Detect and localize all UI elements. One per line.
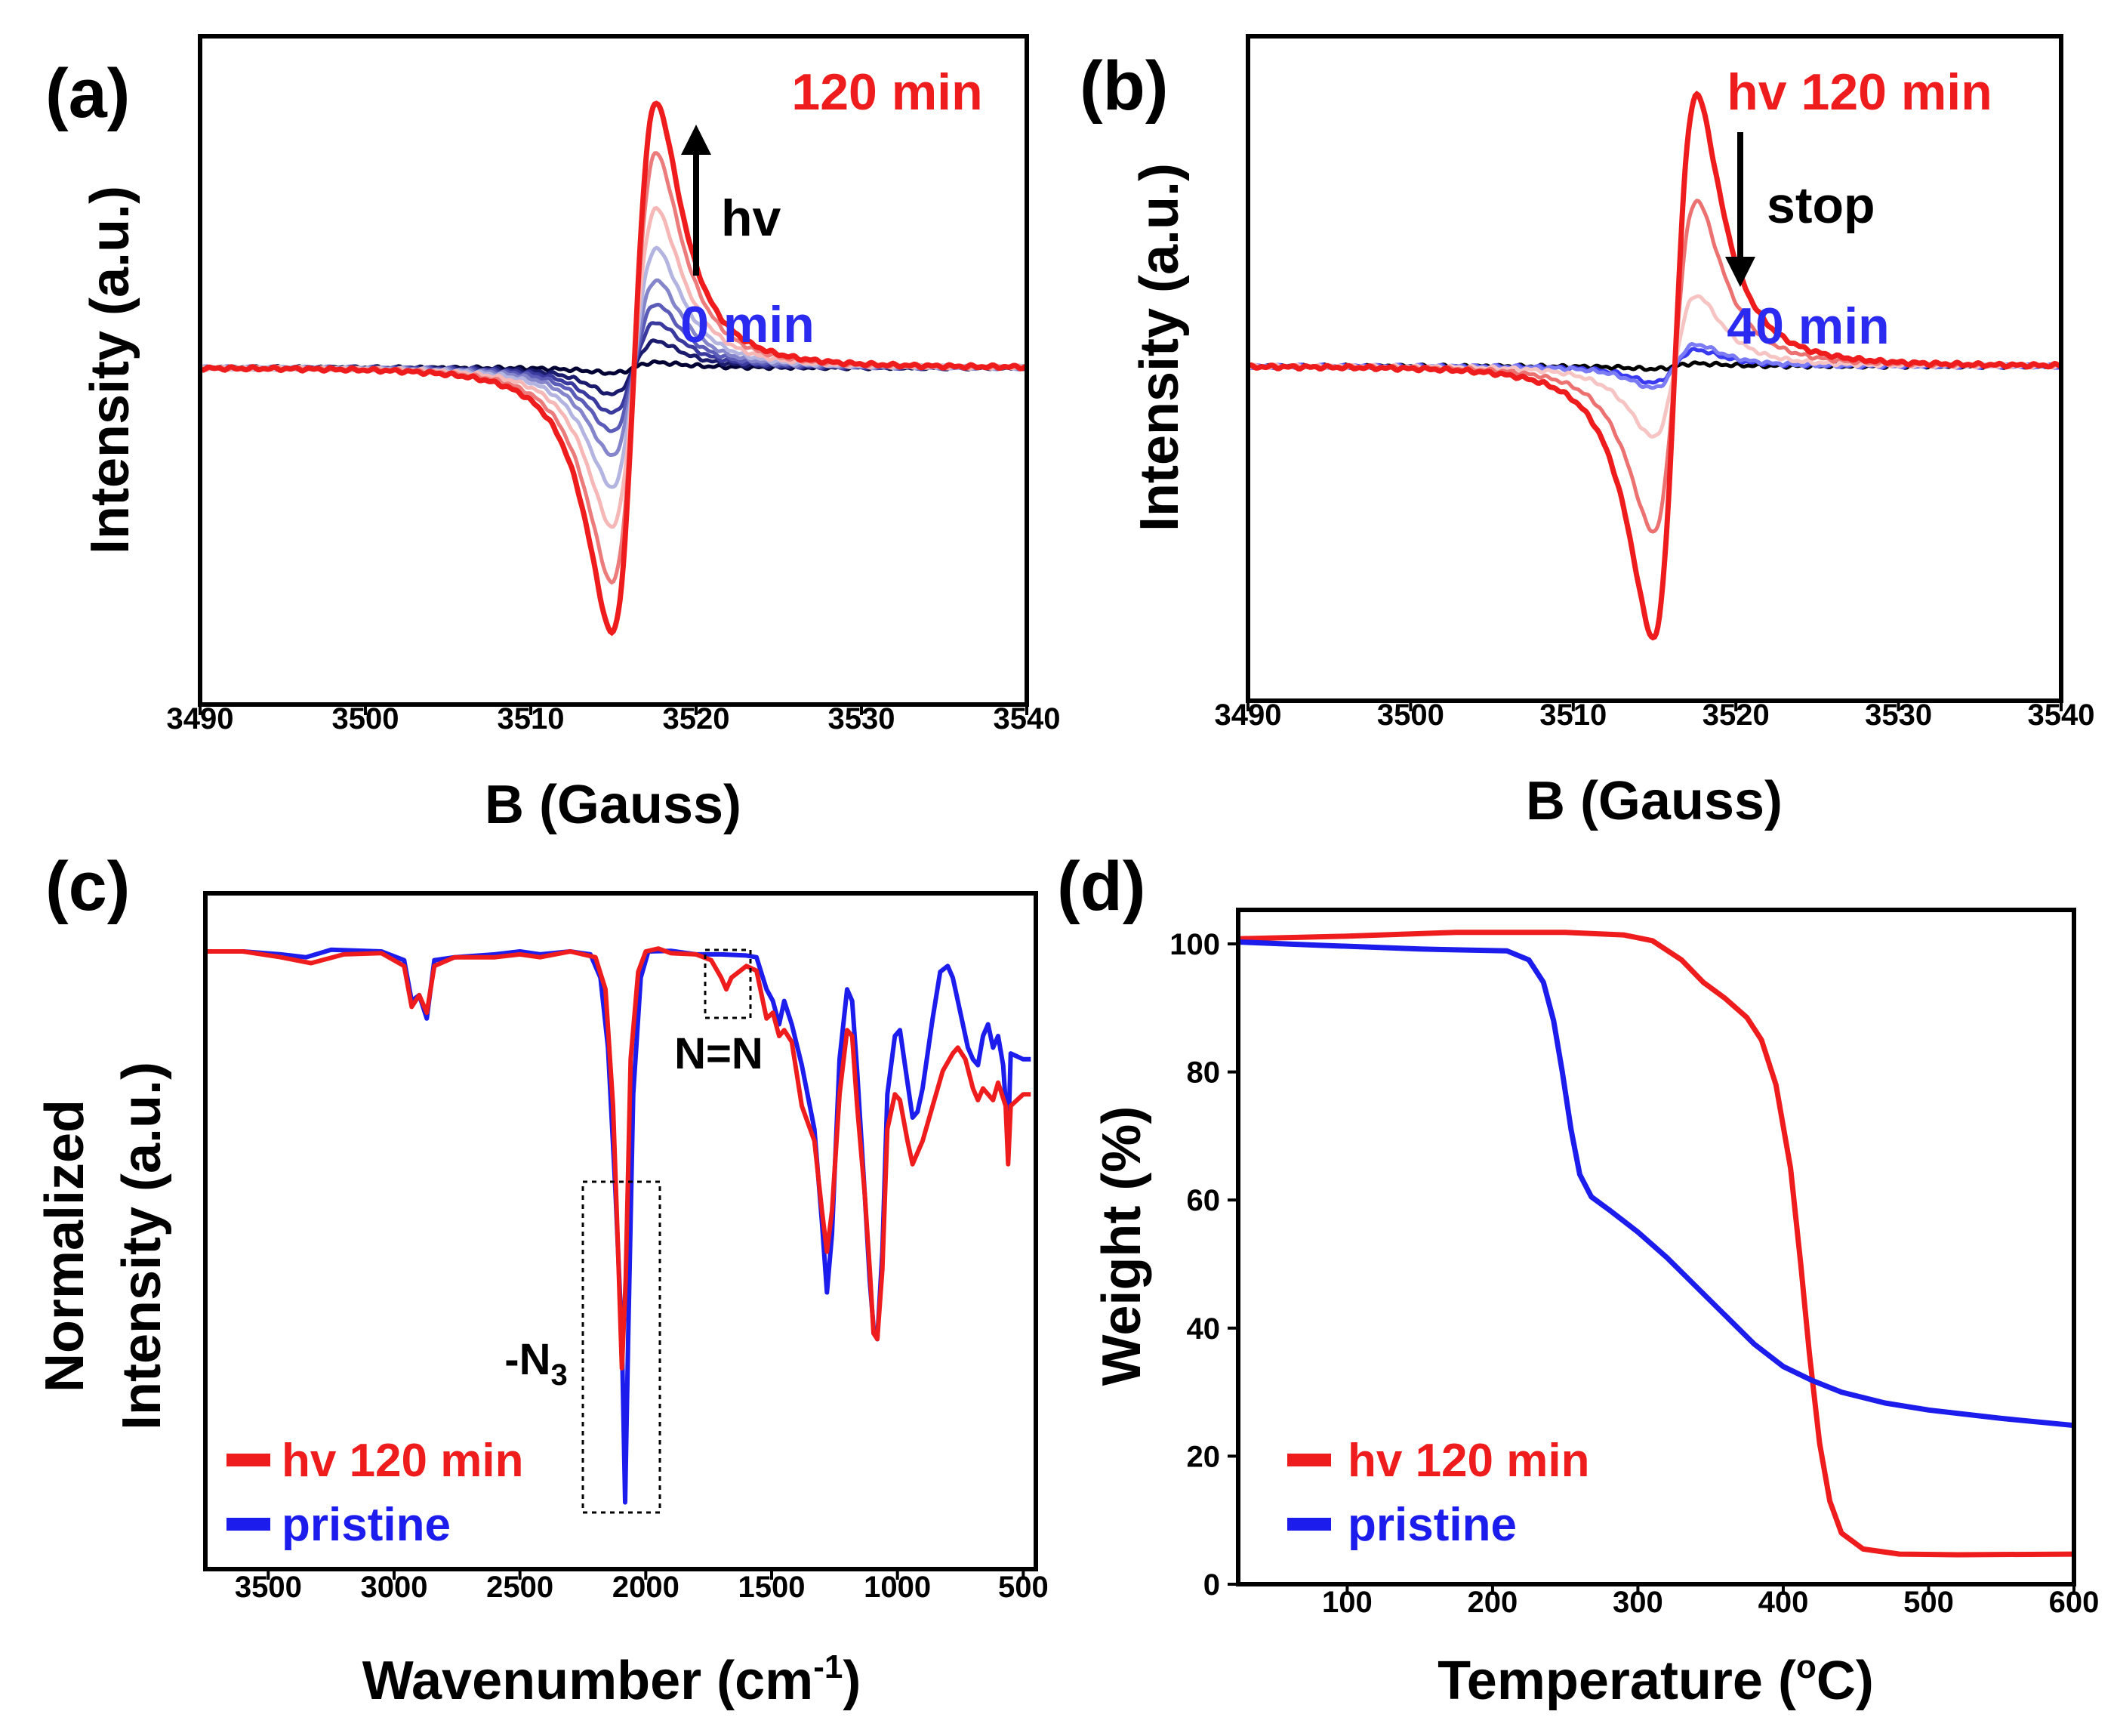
panel-d-xtick-label-5: 600 — [2049, 1586, 2100, 1619]
panel-b-letter: (b) — [1080, 48, 1168, 125]
panel-d-x-title-tail: C) — [1817, 1651, 1874, 1711]
panel-a-xtick-label-5: 3540 — [994, 702, 1061, 735]
panel-a-xtick-label-1: 3500 — [332, 702, 399, 735]
panel-c-xtick-label-4: 1500 — [738, 1571, 806, 1604]
panel-b-xtick-label-4: 3530 — [1865, 698, 1932, 732]
panel-d-legend-hv: hv 120 min — [1348, 1435, 1589, 1487]
panel-c-series-0 — [205, 946, 1031, 1371]
panel-a-xtick-label-0: 3490 — [167, 702, 234, 735]
panel-b-xtick-label-0: 3490 — [1215, 698, 1282, 732]
panel-b-xtick-label-2: 3510 — [1539, 698, 1607, 732]
panel-d-x-ticks: 100 200 300 400 500 600 — [1322, 1584, 2099, 1619]
panel-a-x-title: B (Gauss) — [485, 775, 741, 835]
panel-b-label-40min: 40 min — [1727, 298, 1889, 355]
panel-c-series-1 — [205, 947, 1031, 1505]
panel-c-azo-box — [704, 948, 752, 1019]
panel-b-xtick-label-3: 3520 — [1703, 698, 1770, 732]
panel-d-legend-swatch-hv — [1287, 1454, 1331, 1466]
panel-c-letter: (c) — [45, 848, 130, 925]
panel-c-legend-hv: hv 120 min — [282, 1435, 523, 1487]
panel-d-legend-pristine: pristine — [1348, 1499, 1517, 1551]
panel-c-xtick-label-1: 3000 — [361, 1571, 428, 1604]
panel-c-y-title-line2: Intensity (a.u.) — [112, 1062, 172, 1430]
panel-a-letter: (a) — [45, 55, 130, 132]
panel-a-curves — [199, 100, 1028, 637]
panel-b-label-hv120: hv 120 min — [1727, 63, 1992, 121]
panel-c-xtick-label-6: 500 — [998, 1571, 1049, 1604]
panel-a-xtick-label-4: 3530 — [828, 702, 895, 735]
panel-c-curves — [205, 946, 1031, 1505]
panel-d-ytick-label-4: 80 — [1187, 1056, 1221, 1090]
panel-c-frame — [203, 891, 1038, 1571]
panel-c-ftir: (c) 3500 3000 2500 2000 1500 1000 500 Wavenumb… — [35, 848, 1049, 1711]
panel-a-xtick-label-3: 3520 — [663, 702, 730, 735]
panel-c-x-ticks: 3500 3000 2500 2000 1500 1000 500 — [235, 1569, 1049, 1604]
panel-d-x-title-main: Temperature ( — [1438, 1651, 1796, 1711]
panel-d-y-ticks: 0 20 40 60 80 100 — [1169, 928, 1238, 1602]
panel-c-legend-pristine: pristine — [282, 1499, 451, 1551]
panel-a-epr-irradiation: (a) 3490 3500 3510 3520 3530 3540 B (Gauss) I… — [45, 34, 1061, 835]
panel-c-xtick-label-0: 3500 — [235, 1571, 302, 1604]
panel-d-series-1 — [1237, 939, 2075, 1429]
panel-b-label-stop: stop — [1767, 177, 1875, 234]
panel-d-ytick-label-1: 20 — [1187, 1440, 1221, 1473]
panel-b-x-ticks: 3490 3500 3510 3520 3530 3540 — [1215, 698, 2095, 732]
panel-a-label-hv: hv — [721, 190, 781, 247]
panel-d-xtick-label-2: 300 — [1613, 1586, 1663, 1619]
panel-b-x-title: B (Gauss) — [1526, 771, 1783, 831]
panel-d-letter: (d) — [1057, 848, 1145, 925]
panel-d-xtick-label-1: 200 — [1468, 1586, 1518, 1619]
panel-b-epr-decay: (b) 3490 3500 3510 3520 3530 3540 B (Gauss) I… — [1080, 34, 2095, 831]
panel-d-series-0 — [1237, 930, 2075, 1558]
panel-b-series-5 — [1246, 90, 2062, 641]
panel-d-ytick-label-5: 100 — [1169, 928, 1220, 961]
panel-b-xtick-label-1: 3500 — [1377, 698, 1444, 732]
panel-c-xtick-label-5: 1000 — [864, 1571, 931, 1604]
panel-d-legend-swatch-pristine — [1287, 1518, 1331, 1531]
panel-c-x-title-tail: ) — [843, 1651, 861, 1711]
panel-c-x-title: Wavenumber (cm-1) — [362, 1648, 861, 1711]
panel-d-x-title-sup: o — [1796, 1648, 1817, 1685]
panel-a-x-ticks: 3490 3500 3510 3520 3530 3540 — [167, 702, 1061, 735]
panel-a-xtick-label-2: 3510 — [498, 702, 565, 735]
panel-d-ytick-label-0: 0 — [1203, 1568, 1220, 1602]
panel-c-legend-swatch-pristine — [226, 1518, 270, 1531]
panel-c-legend-swatch-hv — [226, 1454, 270, 1466]
panel-b-xtick-label-5: 3540 — [2028, 698, 2095, 732]
panel-c-xtick-label-3: 2000 — [612, 1571, 679, 1604]
panel-d-xtick-label-3: 400 — [1758, 1586, 1809, 1619]
panel-a-series-8 — [199, 100, 1028, 637]
panel-d-x-title: Temperature (oC) — [1438, 1648, 1874, 1711]
panel-a-label-0min: 0 min — [680, 296, 815, 353]
panel-b-curves — [1246, 90, 2063, 641]
panel-d-y-title: Weight (%) — [1092, 1106, 1152, 1386]
panel-b-frame — [1246, 34, 2063, 703]
panel-b-y-title: Intensity (a.u.) — [1129, 163, 1190, 532]
panel-d-xtick-label-0: 100 — [1322, 1586, 1373, 1619]
panel-c-azide-label: -N3 — [504, 1335, 567, 1392]
panel-c-azo-label: N=N — [674, 1029, 763, 1078]
panel-a-label-120min: 120 min — [791, 63, 982, 121]
panel-c-azide-sub: 3 — [550, 1358, 567, 1392]
panel-d-ytick-label-2: 40 — [1187, 1312, 1221, 1346]
panel-d-curves — [1237, 930, 2075, 1558]
panel-c-azide-box — [581, 1180, 661, 1514]
panel-c-xtick-label-2: 2500 — [486, 1571, 553, 1604]
panel-d-ytick-label-3: 60 — [1187, 1184, 1221, 1217]
panel-c-y-title-line1: Normalized — [35, 1099, 95, 1392]
panel-c-x-title-main: Wavenumber (cm — [362, 1651, 813, 1711]
panel-d-frame — [1236, 908, 2076, 1586]
panel-a-frame — [198, 34, 1029, 707]
panel-c-x-title-sup: -1 — [813, 1648, 843, 1685]
panel-a-y-title: Intensity (a.u.) — [80, 186, 140, 554]
panel-c-azide-prefix: -N — [504, 1335, 550, 1384]
panel-d-tga: (d) 100 200 300 400 500 600 0 20 40 60 80 100 Temp… — [1057, 848, 2099, 1711]
panel-d-xtick-label-4: 500 — [1903, 1586, 1954, 1619]
